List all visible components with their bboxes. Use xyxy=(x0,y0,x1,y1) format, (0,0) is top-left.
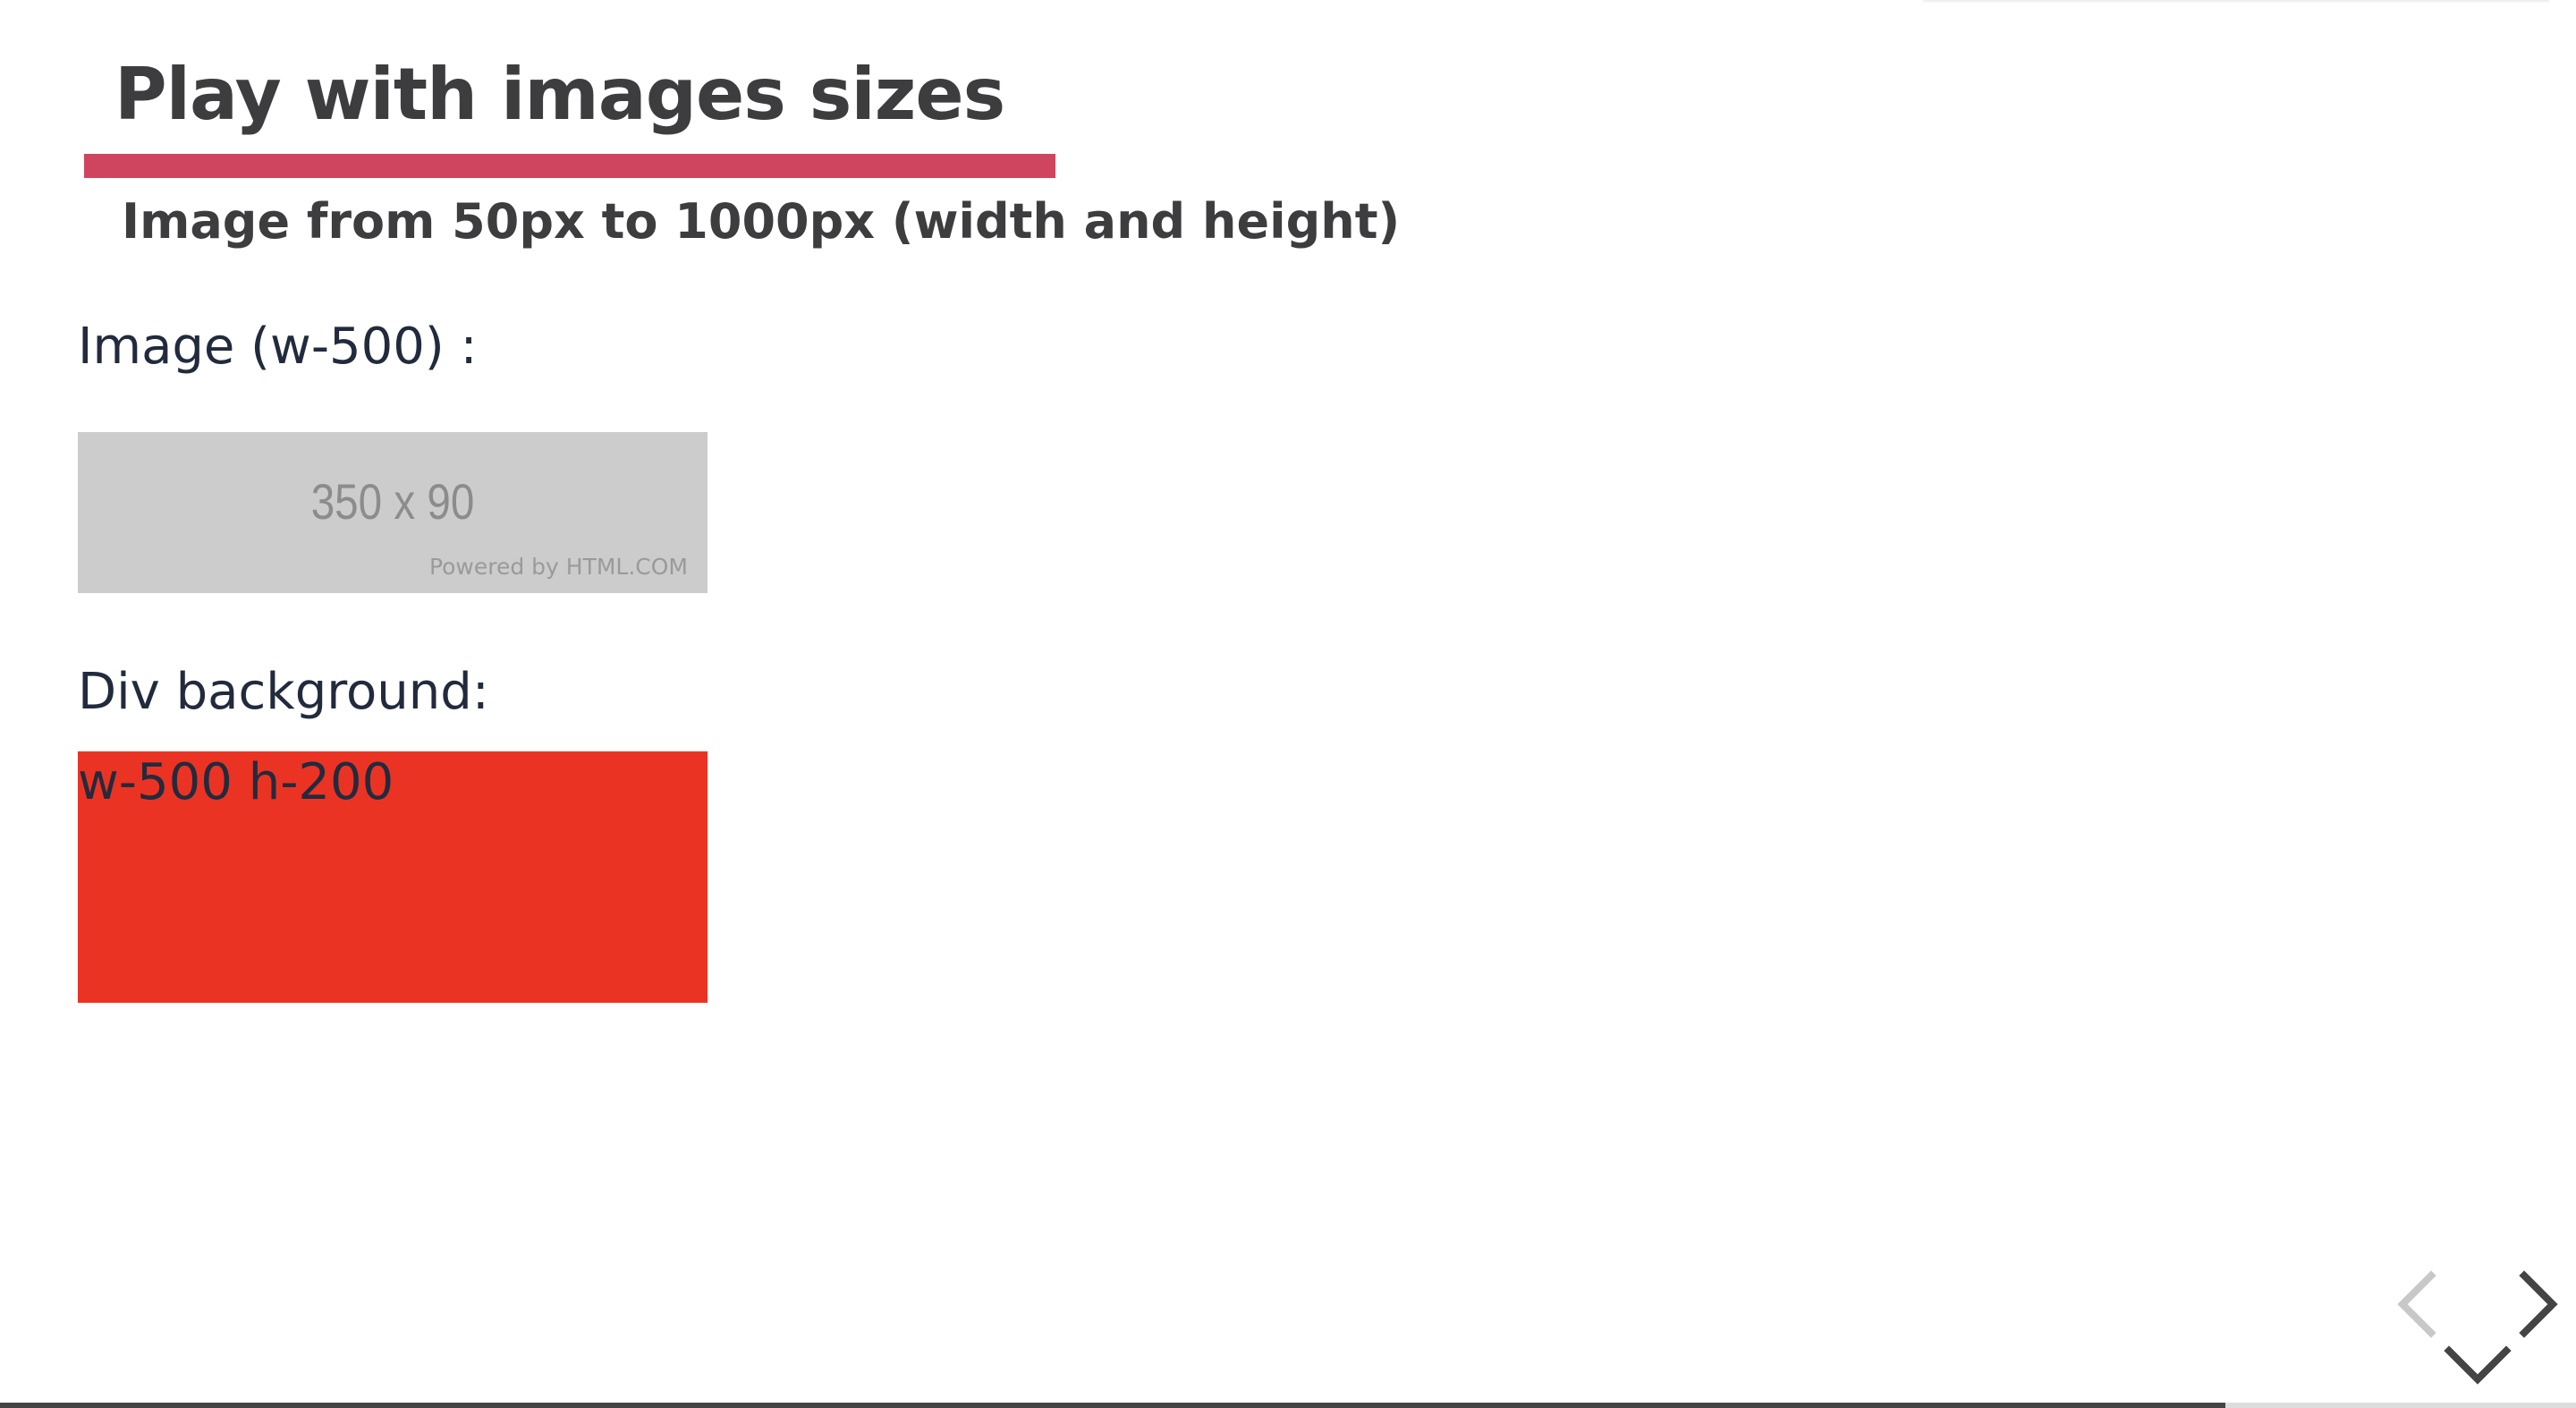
nav-next-button[interactable] xyxy=(2515,1268,2569,1340)
nav-down-button[interactable] xyxy=(2442,1342,2513,1392)
slide-title: Play with images sizes xyxy=(114,53,1005,136)
chevron-left-icon xyxy=(2397,1270,2436,1338)
nav-prev-button[interactable] xyxy=(2390,1268,2444,1340)
chevron-down-icon xyxy=(2444,1345,2512,1385)
placeholder-size-text: 350 x 90 xyxy=(310,473,475,530)
progress-bar xyxy=(0,1403,2576,1408)
slide-subtitle: Image from 50px to 1000px (width and hei… xyxy=(122,193,1401,250)
title-underline xyxy=(84,154,1055,178)
placeholder-credit-text: Powered by HTML.COM xyxy=(428,554,688,580)
chevron-right-icon xyxy=(2519,1270,2558,1338)
div-background-box: w-500 h-200 xyxy=(78,751,708,1003)
placeholder-image: 350 x 90 Powered by HTML.COM xyxy=(78,432,708,593)
progress-bar-fill xyxy=(0,1403,2226,1408)
div-background-label: Div background: xyxy=(78,663,489,721)
top-edge-shadow xyxy=(1923,0,2549,4)
div-box-text: w-500 h-200 xyxy=(78,753,394,811)
image-label: Image (w-500) : xyxy=(78,318,478,376)
